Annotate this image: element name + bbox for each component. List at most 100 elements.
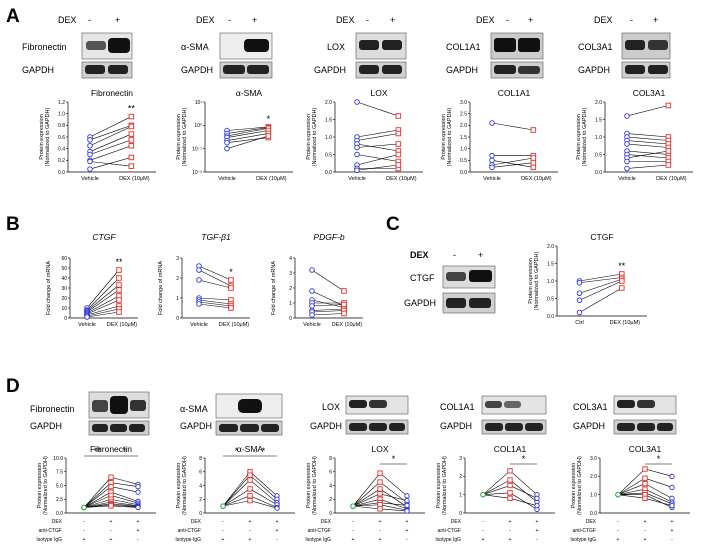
- band: [648, 65, 668, 74]
- y-tick-label: 1.0: [547, 279, 554, 285]
- blot-label-gapdh: GAPDH: [573, 421, 605, 431]
- chart-a-2: LOX 0.0 0.5 1.0 1.5 2.0 Protein expression (Nor…: [306, 88, 423, 182]
- vehicle-point: [196, 277, 202, 283]
- control-point: [81, 504, 87, 511]
- dex-point: [128, 131, 135, 137]
- dex-point: [116, 282, 122, 288]
- pair-line: [89, 161, 132, 167]
- dex-point: [108, 474, 114, 480]
- blot-label-gapdh: GAPDH: [180, 421, 212, 431]
- blot-a-col1a1: DEX - + COL1A1 GAPDH: [446, 15, 544, 79]
- dex-minus: -: [228, 15, 231, 25]
- y-axis-label: Protein expression: [37, 463, 43, 509]
- pair-line: [86, 269, 120, 309]
- blot-label: LOX: [322, 402, 340, 412]
- dex-point: [377, 470, 383, 476]
- vehicle-point: [87, 151, 93, 158]
- band: [92, 400, 108, 412]
- pair-line: [491, 160, 534, 168]
- pair-line: [86, 308, 120, 317]
- treatment-sign: -: [83, 528, 85, 534]
- y-tick-label: 3.0: [590, 456, 597, 462]
- dex-point: [530, 155, 537, 161]
- band: [369, 423, 387, 431]
- y-tick-label: 0.2: [58, 158, 65, 164]
- panel-label-b: B: [6, 214, 20, 235]
- pair-line: [626, 164, 669, 169]
- dex-point: [228, 285, 234, 291]
- treatment-sign: -: [276, 537, 278, 543]
- band: [110, 396, 128, 414]
- dex-point: [377, 506, 383, 512]
- x-tick-label: DEX (10μM): [332, 322, 363, 328]
- band: [625, 65, 645, 74]
- dex-point: [665, 162, 672, 168]
- anti-ctgf-point: [274, 505, 280, 511]
- y-tick-label: 0.5: [325, 152, 332, 158]
- pair-line: [198, 279, 232, 289]
- pair-line: [198, 265, 232, 281]
- chart-title: Fibronectin: [91, 88, 133, 98]
- pair-line: [356, 143, 399, 148]
- y-tick-label: 0.0: [325, 170, 332, 176]
- y-tick-label: 2.0: [547, 244, 554, 250]
- treatment-sign: +: [137, 528, 140, 534]
- pair-line: [198, 301, 231, 307]
- y-tick-label: 10: [61, 306, 67, 312]
- dex-label: DEX: [336, 15, 355, 25]
- treatment-row-label: anti-CTGF: [39, 528, 62, 534]
- pair-line: [626, 140, 669, 145]
- band: [110, 424, 127, 432]
- pair-line: [491, 122, 534, 131]
- significance-mark: *: [262, 446, 266, 456]
- dex-point: [116, 267, 122, 273]
- y-tick-label: 10¹: [195, 100, 203, 106]
- y-axis-label-sub: (Normalized to GAPDH): [45, 107, 51, 166]
- y-tick-label: 7.5: [56, 470, 63, 476]
- vehicle-point: [489, 157, 495, 164]
- treatment-row-label: DEX: [451, 519, 462, 525]
- dex-point: [128, 113, 135, 120]
- pair-line: [311, 290, 345, 307]
- dex-point: [341, 301, 347, 308]
- treatment-row-label: DEX: [191, 519, 202, 525]
- dex-point: [395, 130, 402, 137]
- dex-point: [395, 113, 402, 119]
- blot-d-col1a1: COL1A1 GAPDH: [440, 395, 547, 435]
- y-axis-label: Fold change of mRNA: [46, 261, 52, 315]
- control-point: [350, 503, 356, 509]
- significance-mark: *: [392, 454, 396, 464]
- dex-point: [530, 127, 537, 133]
- blot-label: CTGF: [410, 273, 435, 283]
- pair-line: [356, 143, 399, 152]
- y-tick-label: 2: [459, 474, 462, 480]
- treatment-sign: +: [482, 537, 485, 543]
- pair-line: [226, 137, 269, 144]
- pair-line: [89, 116, 132, 138]
- x-tick-label: Vehicle: [618, 176, 636, 182]
- dex-point: [108, 483, 114, 490]
- blot-label-gapdh: GAPDH: [30, 421, 62, 431]
- y-tick-label: 0.5: [460, 158, 467, 164]
- treatment-sign: -: [617, 528, 619, 534]
- vehicle-point: [354, 144, 360, 151]
- pair-line: [626, 133, 669, 138]
- blot-label-gapdh: GAPDH: [181, 65, 213, 75]
- dex-label: DEX: [58, 15, 77, 25]
- vehicle-point: [624, 165, 630, 172]
- significance-mark: *: [657, 454, 661, 464]
- treatment-sign: -: [671, 537, 673, 543]
- pair-line: [226, 126, 269, 131]
- significance-mark: **: [115, 257, 123, 267]
- chart-title: CTGF: [590, 232, 613, 242]
- treatment-sign: +: [379, 519, 382, 525]
- vehicle-point: [87, 158, 93, 165]
- dex-point: [395, 151, 402, 158]
- x-tick-label: DEX (10μM): [256, 176, 287, 182]
- dex-point: [247, 472, 253, 478]
- vehicle-point: [87, 142, 93, 149]
- chart-title: LOX: [371, 444, 388, 454]
- treatment-sign: -: [222, 519, 224, 525]
- pair-line: [226, 133, 269, 141]
- band: [223, 65, 245, 74]
